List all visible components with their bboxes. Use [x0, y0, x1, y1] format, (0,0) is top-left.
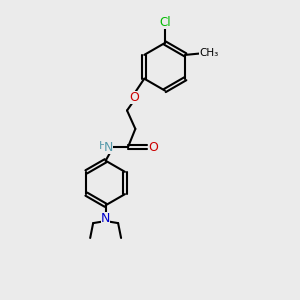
- Text: O: O: [148, 141, 158, 154]
- Text: CH₃: CH₃: [199, 48, 218, 59]
- Text: O: O: [129, 91, 139, 104]
- Text: Cl: Cl: [159, 16, 171, 29]
- Text: H: H: [99, 141, 108, 151]
- Text: N: N: [104, 141, 113, 154]
- Text: N: N: [101, 212, 110, 225]
